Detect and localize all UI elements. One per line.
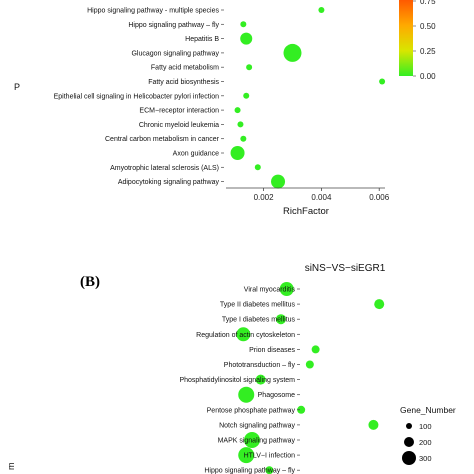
legend-label: 100 — [419, 422, 432, 431]
colorbar-label: 0.00 — [420, 72, 436, 81]
panel-b-category-label: Hippo signaling pathway – fly — [204, 468, 295, 474]
panel-a-xlabel: RichFactor — [283, 206, 329, 217]
panel-b-point — [279, 282, 294, 296]
colorbar-label: 0.25 — [420, 47, 436, 56]
panel-b-point — [255, 374, 266, 385]
panel-a-point — [243, 92, 250, 99]
legend-swatch — [404, 437, 414, 447]
panel-a-category-label: Hippo signaling pathway – fly — [128, 22, 219, 29]
panel-a-point — [246, 64, 253, 71]
panel-b: (B) siNS−VS−siEGR1 m Viral myocarditis Ty… — [6, 263, 456, 474]
panel-a-point — [271, 174, 286, 189]
panel-b-point — [238, 447, 255, 464]
panel-b-point — [244, 432, 261, 448]
panel-a-category-label: Fatty acid metabolism — [151, 65, 219, 72]
panel-b-point — [368, 419, 379, 430]
panel-b-category-label: Phosphatidylinositol signaling system — [179, 377, 295, 384]
panel-b-point — [305, 360, 314, 369]
panel-a-category-label: Glucagon signaling pathway — [131, 50, 219, 57]
panel-a-point — [254, 164, 261, 171]
panel-b-category-label: MAPK signaling pathway — [218, 438, 296, 445]
panel-a-category-label: Hippo signaling pathway - multiple speci… — [87, 8, 219, 15]
panel-b-category-label: HTLV−I infection — [244, 453, 296, 460]
panel-a-point — [234, 107, 241, 114]
colorbar — [399, 0, 413, 76]
panel-b-category-label: Type I diabetes mellitus — [222, 317, 296, 324]
panel-b-letter: (B) — [80, 274, 100, 290]
panel-b-category-label: Viral myocarditis — [244, 287, 296, 294]
panel-b-points — [236, 282, 385, 474]
panel-a-point — [240, 21, 247, 28]
panel-b-category-label: Regulation of actin cytoskeleton — [196, 332, 295, 339]
colorbar-label: 0.75 — [420, 0, 436, 6]
panel-b-point — [374, 299, 385, 310]
panel-a: P Hippo signaling pathway - multiple spe… — [14, 0, 436, 217]
panel-b-ylabel-fragment: m — [6, 463, 16, 471]
panel-b-title: siNS−VS−siEGR1 — [305, 263, 386, 274]
panel-b-point — [265, 466, 274, 474]
panel-a-category-label: ECM−receptor interaction — [139, 108, 219, 115]
legend-swatch — [406, 423, 412, 429]
panel-a-category-label: Axon guidance — [173, 151, 219, 158]
panel-b-category-label: Type II diabetes mellitus — [220, 302, 296, 309]
panel-b-category-label: Phototransduction – fly — [224, 362, 296, 369]
legend-title: Gene_Number — [400, 405, 456, 415]
panel-b-point — [311, 345, 320, 354]
panel-b-point — [275, 314, 286, 325]
panel-a-category-label: Central carbon metabolism in cancer — [105, 136, 220, 143]
panel-a-point — [379, 78, 386, 85]
legend-label: 200 — [419, 438, 432, 447]
panel-a-category-label: Amyotrophic lateral sclerosis (ALS) — [110, 165, 219, 172]
panel-a-point — [240, 32, 253, 45]
panel-a-category-label: Fatty acid biosynthesis — [148, 79, 219, 86]
legend-swatch — [402, 451, 416, 465]
panel-a-category-label: Hepatitis B — [185, 36, 219, 43]
colorbar-label: 0.50 — [420, 22, 436, 31]
size-legend: 100 200 300 — [402, 422, 432, 465]
panel-a-category-labels: Hippo signaling pathway - multiple speci… — [54, 8, 224, 186]
panel-b-category-label: Prion diseases — [249, 347, 295, 354]
panel-b-category-labels: Viral myocarditis Type II diabetes mellit… — [179, 287, 300, 474]
panel-b-category-label: Pentose phosphate pathway — [207, 407, 296, 414]
panel-a-x-tick-label: 0.002 — [254, 193, 275, 202]
panel-a-x-tick-label: 0.006 — [369, 193, 390, 202]
panel-a-category-label: Epithelial cell signaling in Helicobacte… — [54, 93, 219, 100]
panel-a-points — [230, 7, 386, 189]
panel-b-point — [236, 327, 251, 342]
panel-a-point — [283, 43, 302, 62]
panel-a-point — [318, 7, 325, 13]
panel-a-point — [240, 135, 247, 142]
panel-b-category-label: Notch signaling pathway — [219, 422, 295, 429]
panel-a-category-label: Chronic myeloid leukemia — [139, 122, 219, 129]
panel-a-x-tick-label: 0.004 — [311, 193, 332, 202]
panel-a-category-label: Adipocytoking signaling pathway — [118, 179, 220, 186]
colorbar-labels: 1.000.750.500.250.00 — [413, 0, 436, 81]
panel-a-x-ticks: 0.002 0.004 0.006 — [254, 188, 390, 202]
panel-a-point — [230, 146, 245, 160]
panel-b-point — [238, 386, 255, 403]
legend-label: 300 — [419, 454, 432, 463]
panel-b-category-label: Phagosome — [258, 392, 295, 399]
panel-a-ylabel-fragment: P — [14, 82, 20, 92]
panel-a-point — [237, 121, 244, 128]
panel-b-point — [297, 405, 306, 414]
